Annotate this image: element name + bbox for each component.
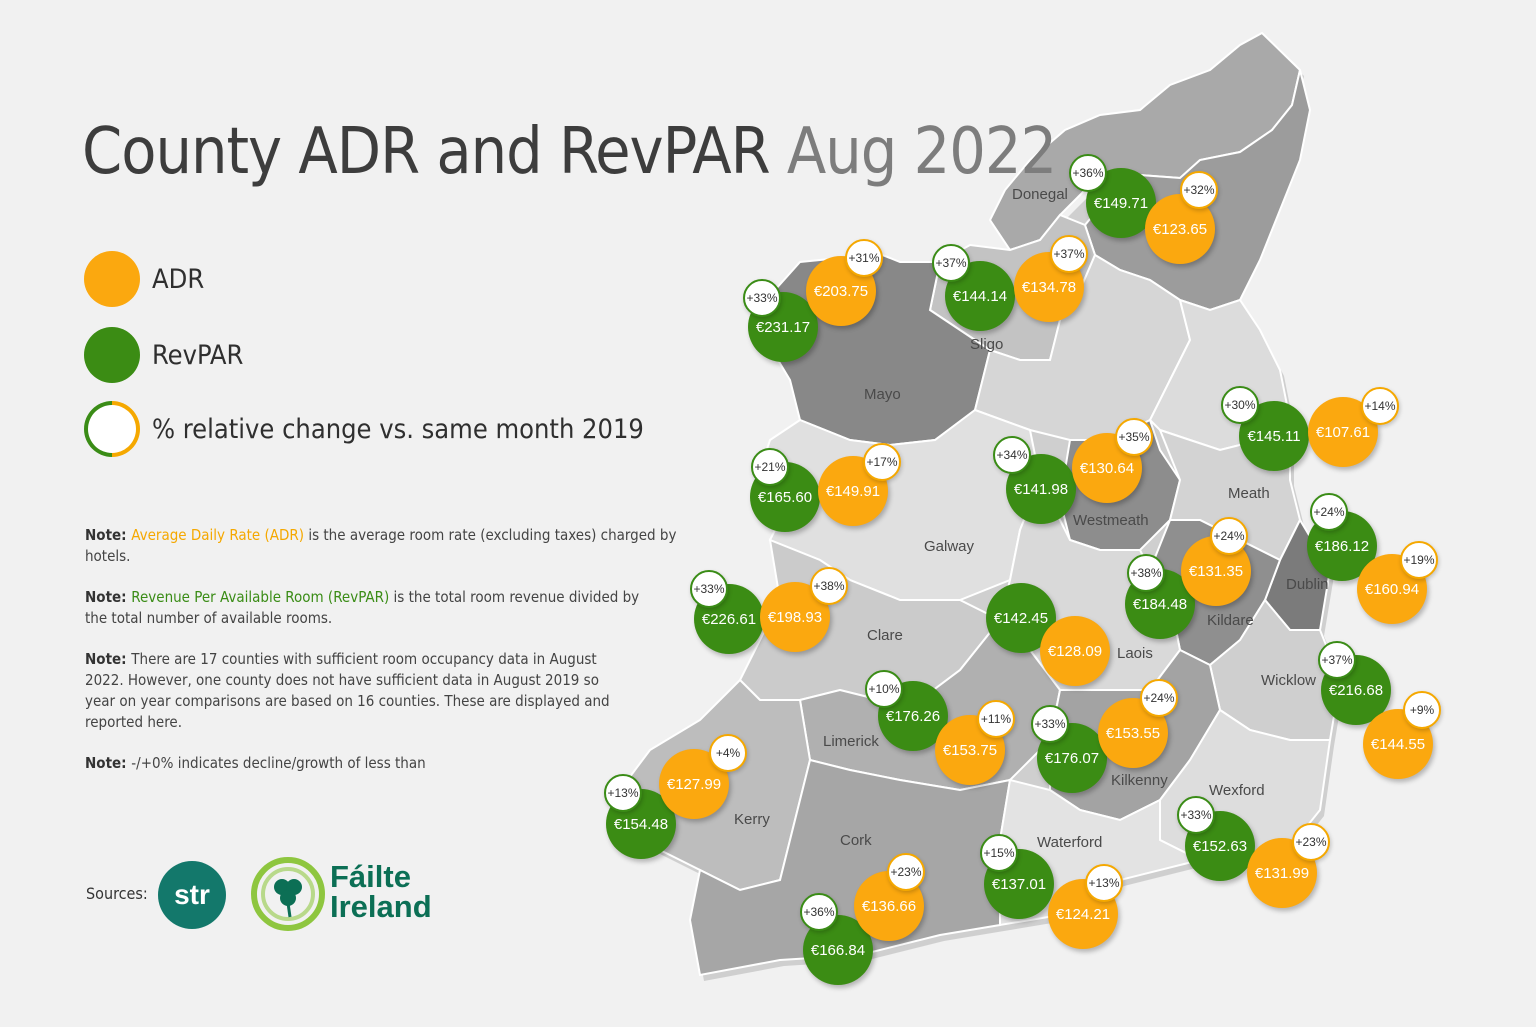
county-label-clare: Clare <box>867 627 903 644</box>
adr-change-badge: +32% <box>1180 171 1218 209</box>
county-label-limerick: Limerick <box>823 733 879 750</box>
county-label-dublin: Dublin <box>1286 576 1329 593</box>
revpar-change-badge: +13% <box>604 774 642 812</box>
county-label-mayo: Mayo <box>864 386 901 403</box>
legend-revpar-label: RevPAR <box>152 339 244 371</box>
revpar-change-badge: +36% <box>800 893 838 931</box>
note-prefix: Note: <box>85 754 132 772</box>
note-prefix: Note: <box>85 650 132 668</box>
str-logo: str <box>158 861 226 929</box>
adr-change-badge: +13% <box>1085 864 1123 902</box>
revpar-change-badge: +10% <box>865 670 903 708</box>
adr-change-badge: +24% <box>1140 679 1178 717</box>
adr-change-badge: +35% <box>1115 418 1153 456</box>
adr-bubble: €153.55 <box>1098 698 1168 768</box>
revpar-change-badge: +30% <box>1221 386 1259 424</box>
legend-adr: ADR <box>84 250 204 308</box>
revpar-change-badge: +33% <box>1177 796 1215 834</box>
revpar-swatch-icon <box>84 327 140 383</box>
county-label-kerry: Kerry <box>734 811 770 828</box>
revpar-change-badge: +37% <box>932 244 970 282</box>
revpar-change-badge: +36% <box>1069 154 1107 192</box>
county-label-galway: Galway <box>924 538 975 555</box>
county-label-meath: Meath <box>1228 485 1270 502</box>
notes: Note: Average Daily Rate (ADR) is the av… <box>85 525 685 794</box>
note-prefix: Note: <box>85 588 132 606</box>
note-revpar: Note: Revenue Per Available Room (RevPAR… <box>85 587 645 629</box>
revpar-change-badge: +38% <box>1127 554 1165 592</box>
legend-adr-label: ADR <box>152 263 205 295</box>
county-labels: Donegal Sligo Mayo Galway Westmeath Meat… <box>734 186 1329 851</box>
failte-ireland-logo-icon <box>251 857 325 931</box>
adr-change-badge: +9% <box>1403 691 1441 729</box>
note-adr-term: Average Daily Rate (ADR) <box>131 526 305 544</box>
note-counties-text: There are 17 counties with sufficient ro… <box>85 650 610 731</box>
note-revpar-text: is the total room revenue divided by the… <box>85 588 640 627</box>
adr-change-badge: +37% <box>1050 235 1088 273</box>
revpar-change-badge: +33% <box>1031 705 1069 743</box>
page-title: County ADR and RevPAR Aug 2022 <box>82 112 1057 192</box>
title-date: Aug 2022 <box>786 115 1057 189</box>
note-threshold-text: -/+0% indicates decline/growth of less t… <box>131 754 426 772</box>
county-label-waterford: Waterford <box>1037 834 1102 851</box>
sources-label: Sources: <box>86 884 148 903</box>
adr-change-badge: +38% <box>810 567 848 605</box>
county-label-cork: Cork <box>840 832 872 849</box>
revpar-change-badge: +24% <box>1310 493 1348 531</box>
failte-line-1: Fáilte <box>330 859 411 894</box>
revpar-change-badge: +33% <box>690 570 728 608</box>
legend-change: % relative change vs. same month 2019 <box>84 400 644 458</box>
note-threshold: Note: -/+0% indicates decline/growth of … <box>85 753 685 774</box>
county-label-laois: Laois <box>1117 645 1153 662</box>
note-revpar-term: Revenue Per Available Room (RevPAR) <box>131 588 390 606</box>
adr-change-badge: +14% <box>1361 387 1399 425</box>
adr-change-badge: +4% <box>709 734 747 772</box>
revpar-change-badge: +21% <box>751 448 789 486</box>
adr-bubble: €128.09 <box>1040 616 1110 686</box>
adr-change-badge: +19% <box>1400 541 1438 579</box>
adr-change-badge: +11% <box>977 700 1015 738</box>
str-logo-text: str <box>174 879 210 910</box>
title-main: County ADR and RevPAR <box>82 115 771 189</box>
revpar-change-badge: +33% <box>743 279 781 317</box>
legend-change-label: % relative change vs. same month 2019 <box>152 413 644 445</box>
adr-change-badge: +31% <box>845 239 883 277</box>
adr-bubble: €124.21 <box>1048 879 1118 949</box>
county-label-wexford: Wexford <box>1209 782 1265 799</box>
adr-change-badge: +17% <box>863 443 901 481</box>
revpar-change-badge: +37% <box>1318 641 1356 679</box>
note-counties: Note: There are 17 counties with suffici… <box>85 649 625 733</box>
note-prefix: Note: <box>85 526 132 544</box>
adr-change-badge: +23% <box>1292 823 1330 861</box>
failte-line-2: Ireland <box>330 889 432 924</box>
adr-swatch-icon <box>84 251 140 307</box>
note-adr: Note: Average Daily Rate (ADR) is the av… <box>85 525 685 567</box>
county-label-kildare: Kildare <box>1207 612 1254 629</box>
legend-revpar: RevPAR <box>84 326 243 384</box>
adr-change-badge: +24% <box>1210 517 1248 555</box>
county-label-westmeath: Westmeath <box>1073 512 1149 529</box>
county-label-donegal: Donegal <box>1012 186 1068 203</box>
failte-ireland-wordmark: Fáilte Ireland <box>330 859 432 924</box>
change-ring-icon <box>84 401 140 457</box>
adr-change-badge: +23% <box>887 853 925 891</box>
revpar-change-badge: +34% <box>993 436 1031 474</box>
revpar-change-badge: +15% <box>980 834 1018 872</box>
county-shapes <box>618 31 1342 977</box>
county-label-wicklow: Wicklow <box>1261 672 1316 689</box>
county-label-kilkenny: Kilkenny <box>1111 772 1168 789</box>
adr-bubble: €144.55 <box>1363 709 1433 779</box>
county-label-sligo: Sligo <box>970 336 1003 353</box>
note-adr-text: is the average room rate (excluding taxe… <box>85 526 677 565</box>
